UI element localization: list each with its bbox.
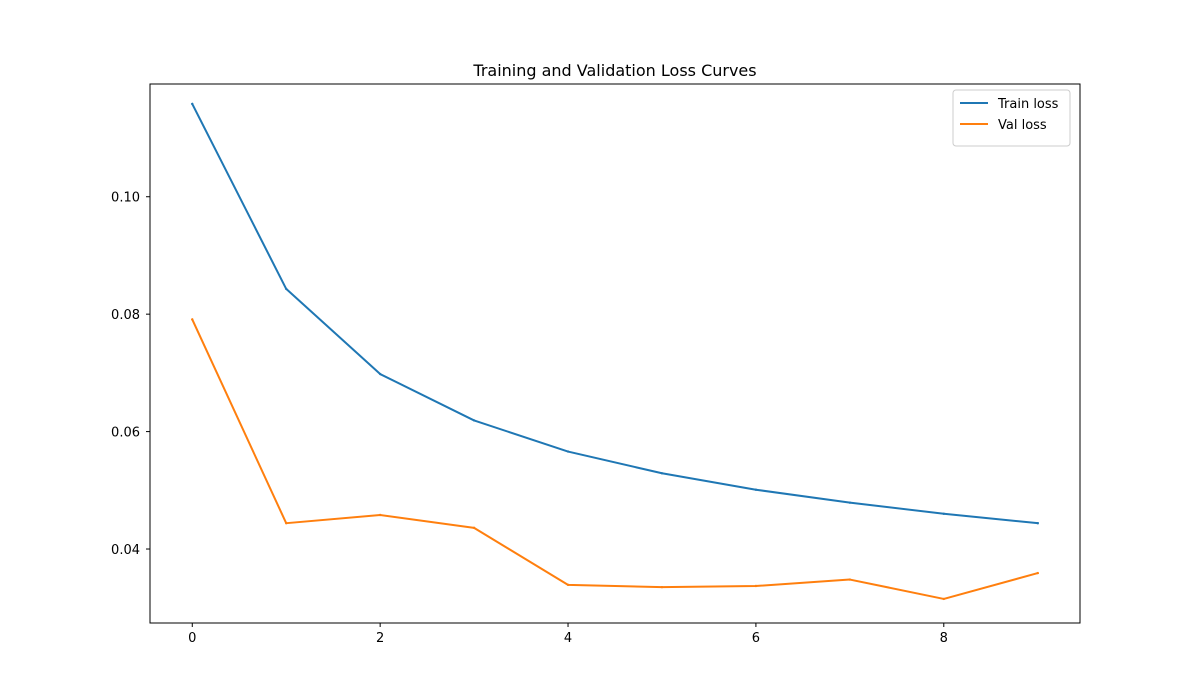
data-point — [848, 501, 852, 504]
data-point — [754, 488, 758, 491]
x-axis: 0 2 4 6 8 — [188, 623, 948, 646]
y-tick-label: 0.10 — [111, 191, 140, 206]
x-tick-label: 4 — [564, 631, 572, 646]
data-point — [754, 584, 758, 588]
data-point — [472, 526, 476, 530]
data-point — [472, 419, 476, 422]
data-point — [285, 521, 288, 525]
data-point — [942, 597, 945, 601]
y-tick-label: 0.08 — [111, 308, 140, 323]
x-tick-label: 2 — [376, 631, 384, 646]
data-point — [1036, 571, 1039, 575]
y-tick-label: 0.04 — [111, 543, 140, 558]
data-point — [1036, 521, 1039, 525]
series-line — [190, 318, 1039, 600]
data-point — [378, 372, 382, 376]
data-point — [660, 472, 664, 475]
legend: Train loss Val loss — [952, 89, 1071, 147]
legend-label: Train loss — [997, 97, 1059, 112]
legend-label: Val loss — [998, 118, 1047, 133]
plot-area-frame — [149, 83, 1081, 624]
series-layer — [190, 102, 1039, 601]
x-tick-label: 0 — [188, 631, 196, 646]
data-point — [566, 583, 570, 587]
y-axis: 0.04 0.06 0.08 0.10 — [111, 191, 150, 558]
data-point — [285, 287, 288, 291]
data-point — [848, 578, 852, 581]
data-point — [660, 585, 664, 589]
x-tick-label: 8 — [940, 631, 948, 646]
series-0 — [190, 102, 1039, 525]
x-tick-label: 6 — [752, 631, 760, 646]
data-point — [378, 513, 382, 517]
chart-title: Training and Validation Loss Curves — [472, 61, 756, 80]
data-point — [191, 318, 194, 321]
data-point — [566, 450, 570, 453]
data-point — [942, 512, 945, 515]
y-tick-label: 0.06 — [111, 426, 140, 441]
series-line — [190, 102, 1039, 525]
series-1 — [190, 318, 1039, 601]
data-point — [191, 102, 194, 106]
